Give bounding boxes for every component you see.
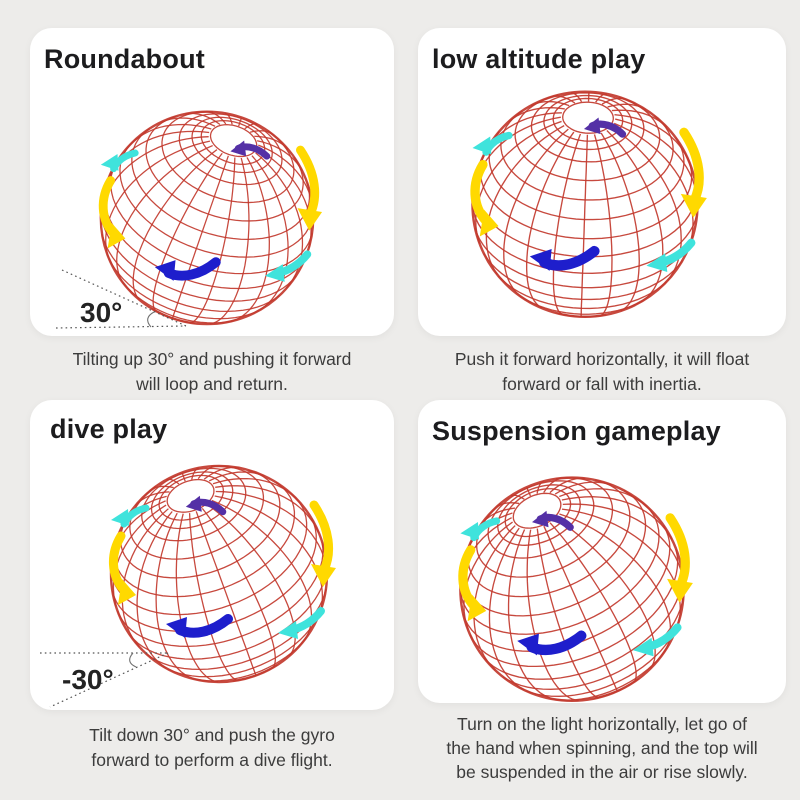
angle-arc [147, 311, 155, 328]
tilt-angle-diagram-up: 30° [55, 269, 187, 329]
spin-arrow-purple-pole-icon [230, 140, 271, 160]
panel-caption: Tilt down 30° and push the gyro forward … [30, 723, 394, 772]
angle-arc [129, 652, 137, 668]
panel-title: Suspension gameplay [432, 416, 721, 446]
panel-title: Roundabout [44, 44, 205, 74]
caption-line: Tilting up 30° and pushing it forward [72, 349, 352, 369]
spin-arrow-purple-pole-icon [583, 117, 627, 138]
caption-line: Tilt down 30° and push the gyro [89, 725, 335, 745]
angle-tilt-line [61, 269, 187, 327]
sphere-wireframe [99, 110, 315, 326]
panel-suspension-card: Suspension gameplay [418, 400, 786, 703]
panel-caption: Push it forward horizontally, it will fl… [418, 347, 786, 396]
angle-label: -30° [62, 664, 114, 695]
caption-line: the hand when spinning, and the top will [446, 738, 758, 758]
gyro-ball-illustration [460, 90, 710, 318]
gyro-ball-illustration [99, 464, 339, 684]
panel-dive-play-card: dive play -30° [30, 400, 394, 710]
caption-line: will loop and return. [136, 373, 288, 394]
spin-arrow-purple-pole-icon [532, 510, 574, 531]
sphere-wireframe [471, 90, 699, 318]
caption-line: forward to perform a dive flight. [91, 749, 333, 770]
tilt-angle-diagram-down: -30° [40, 652, 169, 708]
angle-label: 30° [80, 297, 122, 328]
gyro-ball-illustration [89, 110, 325, 326]
panel-caption: Tilting up 30° and pushing it forward wi… [30, 347, 394, 396]
caption-line: forward or fall with inertia. [502, 373, 702, 394]
panel-low-altitude-card: low altitude play [418, 28, 786, 336]
spin-arrow-purple-pole-icon [185, 495, 227, 516]
caption-line: Push it forward horizontally, it will fl… [454, 349, 750, 369]
panel-title: low altitude play [432, 44, 646, 74]
panel-caption: Turn on the light horizontally, let go o… [418, 712, 786, 784]
caption-line: be suspended in the air or rise slowly. [456, 762, 748, 782]
sphere-wireframe [459, 476, 685, 703]
gyro-ball-illustration [448, 476, 696, 703]
spin-direction-arrows [460, 518, 693, 656]
caption-line: Turn on the light horizontally, let go o… [457, 714, 747, 734]
panel-roundabout-card: Roundabout 30° [30, 28, 394, 336]
panel-title: dive play [50, 414, 168, 444]
